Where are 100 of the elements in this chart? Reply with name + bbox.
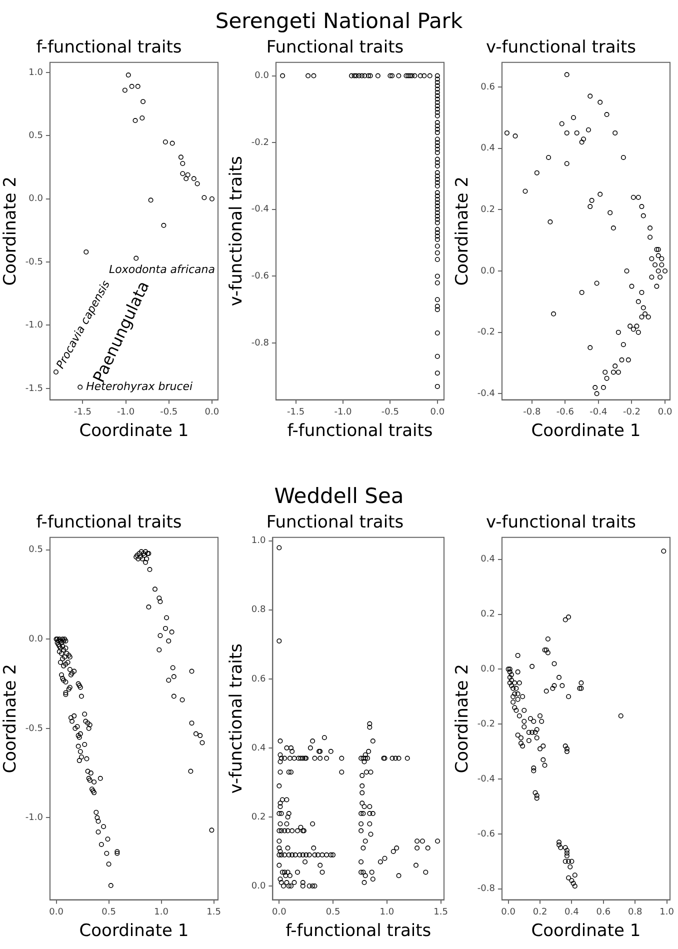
- x-tick-label: 0.5: [326, 908, 340, 918]
- x-axis-title: f-functional traits: [287, 421, 433, 442]
- x-axis-title: f-functional traits: [286, 921, 432, 942]
- y-tick-label: -1.0: [25, 320, 44, 331]
- x-tick-label: -0.2: [622, 408, 641, 418]
- y-tick-label: -0.4: [477, 774, 496, 784]
- x-tick-label: 1.0: [380, 908, 394, 918]
- chart-title: Serengeti National Park: [215, 9, 463, 33]
- y-tick-label: 0.2: [251, 812, 266, 822]
- x-axis-title: Coordinate 1: [531, 921, 641, 942]
- x-tick-label: -0.5: [381, 408, 399, 418]
- x-tick-label: 1.0: [660, 908, 674, 918]
- chart-subtitle: v-functional traits: [486, 38, 636, 58]
- x-tick-label: 0.0: [501, 908, 516, 918]
- x-tick-label: -1.0: [117, 408, 135, 418]
- y-axis-title: v-functional traits: [226, 156, 247, 306]
- y-tick-label: -0.4: [477, 389, 496, 400]
- x-tick-label: 0.4: [564, 908, 580, 918]
- x-tick-label: -0.8: [523, 408, 541, 418]
- y-tick-label: 0.0: [251, 881, 266, 892]
- x-tick-label: -1.0: [334, 408, 352, 418]
- y-tick-label: 1.0: [28, 68, 44, 78]
- y-axis-title: v-functional traits: [226, 643, 247, 794]
- y-tick-label: 0.2: [480, 610, 495, 620]
- y-tick-label: 0.2: [480, 204, 495, 215]
- chart-title: Weddell Sea: [274, 484, 404, 508]
- point: [148, 198, 154, 203]
- x-tick-label: 0.0: [430, 408, 445, 418]
- point: [122, 88, 128, 93]
- x-tick-label: 1.0: [154, 908, 169, 918]
- point: [191, 176, 196, 182]
- point: [194, 181, 200, 186]
- point: [180, 171, 186, 176]
- y-tick-label: 0.0: [480, 664, 496, 675]
- y-tick-label: -0.8: [477, 884, 496, 894]
- y-tick-label: 0.8: [251, 605, 266, 616]
- x-tick-label: 0.0: [272, 908, 287, 918]
- x-axis-title: Coordinate 1: [531, 421, 641, 442]
- x-tick-label: -1.5: [74, 408, 92, 418]
- y-tick-label: 0.5: [28, 545, 43, 556]
- point: [53, 370, 58, 374]
- x-tick-label: 1.5: [434, 908, 448, 918]
- point: [135, 84, 140, 89]
- point: [140, 116, 145, 120]
- y-tick-label: -0.6: [477, 829, 496, 840]
- point: [140, 99, 146, 104]
- chart-subtitle: Functional traits: [266, 512, 404, 533]
- x-tick-label: 1.5: [206, 908, 221, 918]
- y-axis-title: Coordinate 2: [0, 176, 21, 286]
- point: [180, 160, 186, 166]
- y-axis-title: Coordinate 2: [0, 664, 21, 774]
- x-tick-label: 0.0: [658, 408, 672, 418]
- point: [78, 384, 83, 390]
- x-axis-title: Coordinate 1: [79, 421, 189, 442]
- annotation: Heterohyrax brucei: [86, 380, 193, 394]
- point: [170, 140, 175, 146]
- y-tick-label: -0.2: [477, 719, 495, 730]
- y-tick-label: 0.4: [251, 743, 266, 754]
- x-tick-label: 0.0: [204, 408, 220, 418]
- y-tick-label: -0.2: [477, 328, 495, 338]
- y-tick-label: 0.6: [251, 674, 266, 684]
- y-tick-label: -0.2: [251, 138, 269, 148]
- y-tick-label: 0.0: [28, 194, 44, 204]
- y-tick-label: 1.0: [251, 536, 266, 546]
- point: [84, 249, 89, 254]
- x-tick-label: 0.6: [596, 908, 611, 918]
- x-tick-label: 0.5: [102, 908, 116, 918]
- point: [184, 176, 189, 182]
- y-tick-label: 0.4: [480, 554, 496, 565]
- x-tick-label: -1.5: [287, 408, 305, 418]
- chart-subtitle: Functional traits: [266, 38, 404, 58]
- x-tick-label: -0.5: [160, 408, 178, 418]
- x-axis-title: Coordinate 1: [79, 921, 189, 942]
- point: [162, 140, 168, 145]
- x-tick-label: 0.0: [49, 908, 64, 918]
- y-tick-label: 0.4: [480, 144, 496, 154]
- y-tick-label: 0.0: [254, 71, 270, 82]
- y-tick-label: 0.6: [480, 82, 496, 92]
- point: [129, 84, 134, 89]
- y-tick-label: 0.0: [28, 634, 44, 644]
- point: [209, 196, 214, 202]
- x-tick-label: 0.8: [628, 908, 643, 918]
- y-tick-label: -0.5: [25, 257, 43, 268]
- point: [202, 195, 207, 200]
- point: [185, 172, 190, 178]
- annotation: Loxodonta africana: [108, 263, 216, 276]
- y-tick-label: -0.5: [25, 724, 43, 734]
- point: [178, 154, 184, 160]
- chart-subtitle: f-functional traits: [36, 38, 182, 58]
- y-tick-label: -0.6: [251, 272, 270, 282]
- point: [132, 118, 138, 124]
- y-tick-label: 0.5: [28, 131, 43, 142]
- y-axis-title: Coordinate 2: [452, 176, 473, 286]
- y-axis-title: Coordinate 2: [452, 664, 473, 774]
- y-tick-label: 0.0: [480, 266, 496, 276]
- y-tick-label: -0.8: [251, 338, 270, 348]
- x-tick-label: -0.4: [590, 408, 608, 418]
- chart-subtitle: f-functional traits: [36, 512, 182, 533]
- x-tick-label: 0.2: [532, 908, 548, 918]
- chart-subtitle: v-functional traits: [486, 512, 636, 533]
